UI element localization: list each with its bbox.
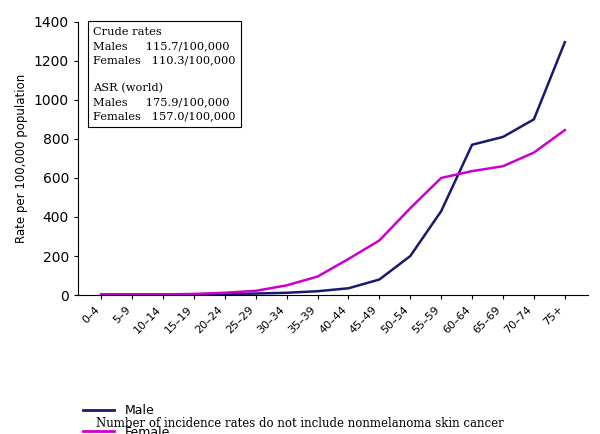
Text: Crude rates
Males     115.7/100,000
Females   110.3/100,000

ASR (world)
Males  : Crude rates Males 115.7/100,000 Females … [94, 27, 236, 122]
Legend: Male, Female: Male, Female [78, 399, 175, 434]
Y-axis label: Rate per 100,000 population: Rate per 100,000 population [15, 74, 28, 243]
Text: Number of incidence rates do not include nonmelanoma skin cancer: Number of incidence rates do not include… [96, 417, 504, 430]
